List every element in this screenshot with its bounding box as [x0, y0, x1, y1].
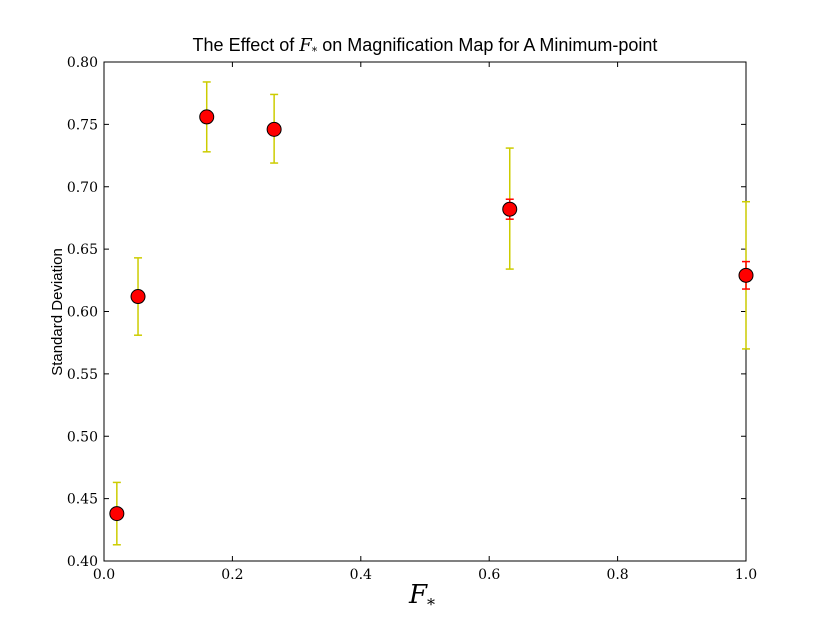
x-tick-label: 0.6 [478, 567, 500, 583]
y-tick-label: 0.55 [67, 367, 98, 383]
y-tick-label: 0.65 [67, 242, 98, 258]
plot-area: 0.0 0.2 0.4 0.6 0.8 1.0 0.40 0.45 0.50 0.55 0.60 0.… [67, 55, 757, 583]
y-tick-label: 0.45 [67, 492, 98, 508]
title-suffix: on Magnification Map for A Minimum-point [317, 35, 657, 55]
title-math-base: F [298, 35, 313, 56]
title-math-sub: * [312, 45, 318, 58]
x-tick-label: 0.8 [606, 567, 628, 583]
x-tick-label: 0.2 [221, 567, 243, 583]
y-tick-label: 0.60 [67, 305, 98, 321]
data-point [502, 201, 518, 217]
y-axis-label: Standard Deviation [49, 248, 66, 376]
x-axis-label-base: F [408, 580, 428, 610]
x-tick-label: 0.0 [93, 567, 115, 583]
y-tick-label: 0.40 [67, 554, 98, 570]
chart-title: The Effect of F* on Magnification Map fo… [193, 35, 658, 58]
data-point [266, 121, 282, 137]
x-tick-label: 0.4 [350, 567, 372, 583]
data-point [738, 267, 754, 283]
y-tick-label: 0.80 [67, 55, 98, 71]
data-point [130, 289, 146, 305]
x-axis-label-sub: * [427, 595, 435, 614]
title-prefix: The Effect of [193, 35, 300, 55]
data-point [199, 109, 215, 125]
y-tick-label: 0.50 [67, 429, 98, 445]
y-tick-label: 0.75 [67, 117, 98, 133]
x-axis-label: F* [408, 580, 435, 614]
x-tick-label: 1.0 [735, 567, 757, 583]
data-point [109, 506, 125, 522]
plot-frame [103, 61, 747, 562]
y-tick-label: 0.70 [67, 180, 98, 196]
